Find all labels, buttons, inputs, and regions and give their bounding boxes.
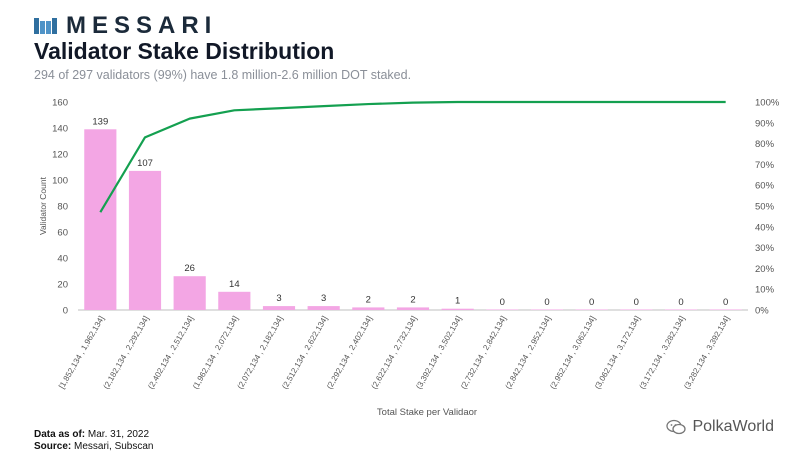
data-label: 0: [589, 297, 594, 308]
page-subtitle: 294 of 297 validators (99%) have 1.8 mil…: [34, 68, 412, 82]
data-label: 3: [276, 293, 281, 304]
messari-logo-icon: [34, 18, 57, 34]
y2-tick-label: 70%: [755, 160, 775, 171]
y2-tick-label: 80%: [755, 139, 775, 150]
data-label: 2: [366, 294, 371, 305]
x-axis-title: Total Stake per Validaor: [377, 407, 477, 418]
data-label: 107: [137, 158, 153, 169]
data-as-of: Data as of: Mar. 31, 2022: [34, 429, 150, 440]
source: Source: Messari, Subscan: [34, 441, 154, 452]
x-tick-label: (2,622,134 , 2,732,134]: [370, 315, 419, 391]
bar: [262, 306, 296, 310]
data-label: 1: [455, 296, 460, 307]
x-tick-label: (1,962,134 , 2,072,134]: [191, 315, 240, 391]
data-label: 0: [544, 297, 549, 308]
x-tick-label: (3,282,134 , 3,392,134]: [682, 315, 731, 391]
data-label: 139: [92, 116, 108, 127]
bar: [664, 309, 698, 310]
y-tick-label: 100: [52, 176, 68, 187]
data-label: 0: [634, 297, 639, 308]
y2-tick-label: 100%: [755, 98, 780, 109]
y2-tick-label: 50%: [755, 202, 775, 213]
bar: [620, 309, 653, 310]
watermark-text: PolkaWorld: [692, 418, 774, 435]
y-axis-title: Validator Count: [38, 176, 48, 235]
x-tick-label: (2,402,134 , 2,512,134]: [146, 315, 195, 391]
y-tick-label: 80: [57, 202, 68, 213]
x-tick-label: (3,172,134 , 3,282,134]: [638, 315, 687, 391]
y-tick-label: 0: [63, 306, 68, 317]
bar: [396, 307, 430, 310]
x-tick-label: (3,392,134 , 3,502,134]: [414, 315, 463, 391]
data-label: 2: [410, 294, 415, 305]
bar: [307, 306, 340, 310]
y2-tick-label: 40%: [755, 222, 775, 233]
x-tick-label: (2,512,134 , 2,622,134]: [280, 315, 329, 391]
watermark: PolkaWorld: [666, 418, 774, 436]
data-label: 0: [678, 297, 683, 308]
bar: [352, 307, 385, 310]
data-label: 0: [723, 297, 728, 308]
bar: [486, 309, 519, 310]
bar: [218, 291, 251, 310]
wechat-icon: [666, 419, 687, 435]
y2-tick-label: 90%: [755, 118, 775, 129]
bar: [530, 309, 564, 310]
y-tick-label: 60: [57, 228, 68, 239]
y-tick-label: 120: [52, 150, 68, 161]
brand-name: MESSARI: [66, 12, 218, 39]
y-tick-label: 40: [57, 254, 68, 265]
x-tick-label: (2,292,134 , 2,402,134]: [325, 315, 374, 391]
data-label: 0: [500, 297, 505, 308]
y2-tick-label: 60%: [755, 181, 775, 192]
y2-tick-label: 0%: [755, 306, 769, 317]
data-label: 14: [229, 279, 240, 290]
data-label: 3: [321, 293, 326, 304]
x-tick-label: (2,842,134 , 2,952,134]: [504, 315, 553, 391]
page-title: Validator Stake Distribution: [34, 38, 335, 64]
x-tick-label: (2,952,134 , 3,062,134]: [548, 315, 597, 391]
x-tick-label: (2,072,134 , 2,182,134]: [236, 315, 285, 391]
bar: [441, 308, 474, 310]
y2-tick-label: 20%: [755, 264, 775, 275]
x-tick-label: [1,852,134 , 1,962,134]: [57, 315, 106, 391]
x-tick-label: (2,732,134 , 2,842,134]: [459, 315, 508, 391]
y-tick-label: 140: [52, 124, 68, 135]
data-label: 26: [184, 263, 195, 274]
y2-tick-label: 30%: [755, 243, 775, 254]
y-tick-label: 160: [52, 98, 68, 109]
bar: [575, 309, 608, 310]
x-tick-label: (3,062,134 , 3,172,134]: [593, 315, 642, 391]
footer: Data as of: Mar. 31, 2022 Source: Messar…: [34, 429, 154, 453]
cumulative-line: [99, 100, 726, 213]
bar: [84, 129, 117, 310]
bar: [709, 309, 742, 310]
bar: [128, 170, 162, 310]
brand: MESSARI: [34, 12, 217, 40]
y2-tick-label: 10%: [755, 285, 775, 296]
x-tick-label: (2,182,134 , 2,292,134]: [102, 315, 151, 391]
y-tick-label: 20: [57, 280, 68, 291]
bar: [173, 276, 206, 310]
